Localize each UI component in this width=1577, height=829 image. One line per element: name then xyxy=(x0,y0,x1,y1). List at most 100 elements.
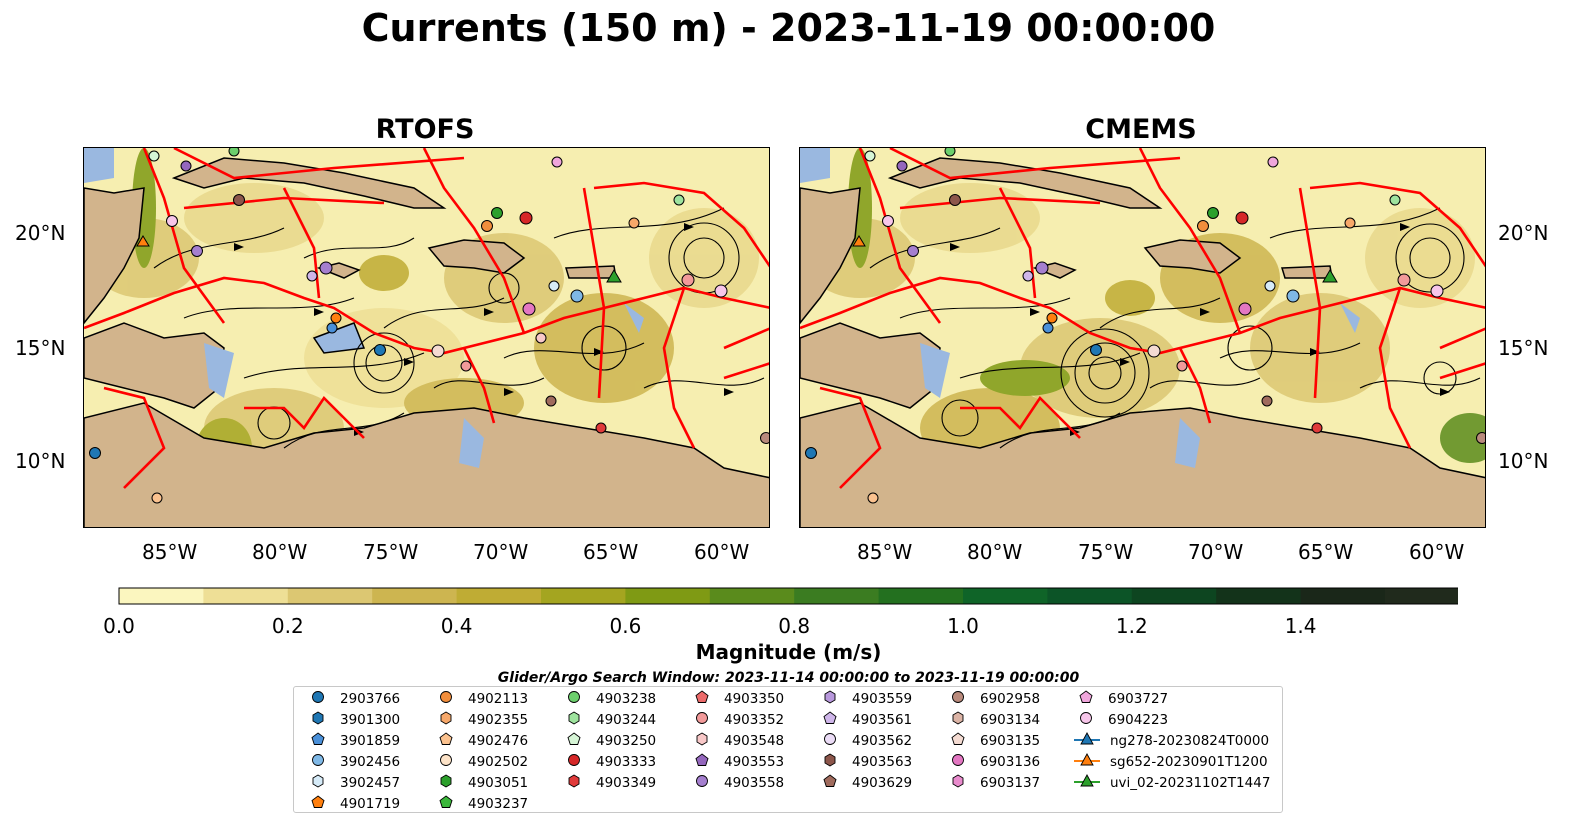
legend-marker-icon xyxy=(562,710,596,730)
legend-entry: sg652-20230901T1200 xyxy=(1074,752,1268,772)
legend-marker-icon xyxy=(434,773,468,793)
legend-marker-icon xyxy=(946,710,980,730)
colorbar-tick: 0.8 xyxy=(778,614,811,638)
legend-label: 4903350 xyxy=(724,691,785,707)
legend-entry: 3901300 xyxy=(306,710,400,730)
legend-label: 4903333 xyxy=(596,754,657,770)
colorbar-tick: 0.2 xyxy=(271,614,304,638)
legend-entry: 6903727 xyxy=(1074,689,1168,709)
legend-entry: ng278-20230824T0000 xyxy=(1074,731,1269,751)
legend-marker-icon xyxy=(818,773,852,793)
legend-marker-icon xyxy=(1074,689,1108,709)
legend-entry: 4902476 xyxy=(434,731,528,751)
legend-label: 4903250 xyxy=(596,733,657,749)
legend-label: 4901719 xyxy=(340,796,401,812)
legend-label: 6903135 xyxy=(980,733,1041,749)
legend-marker-icon xyxy=(306,773,340,793)
lon-tick-rtofs-85w: 85°W xyxy=(142,540,198,564)
legend-entry: 4903333 xyxy=(562,752,656,772)
lon-tick-rtofs-65w: 65°W xyxy=(583,540,639,564)
legend-entry: 4903563 xyxy=(818,752,912,772)
legend-marker-icon xyxy=(818,731,852,751)
map-panel-rtofs xyxy=(83,147,770,528)
colorbar-bin xyxy=(794,588,880,604)
map-canvas-cmems xyxy=(800,148,1485,527)
legend-entry: 4903051 xyxy=(434,773,528,793)
land-masses xyxy=(84,157,769,527)
legend-entry: 4903629 xyxy=(818,773,912,793)
legend-marker-icon xyxy=(1074,752,1110,772)
legend-entry: 3902457 xyxy=(306,773,400,793)
lat-tick-right-15n: 15°N xyxy=(1498,336,1549,360)
colorbar-bin xyxy=(1047,588,1133,604)
colorbar-tick: 0.0 xyxy=(103,614,135,638)
legend-marker-icon xyxy=(946,773,980,793)
legend-label: 3902457 xyxy=(340,775,401,791)
legend-marker-icon xyxy=(946,752,980,772)
eez-boundaries xyxy=(84,148,769,489)
map-canvas-rtofs xyxy=(84,148,769,527)
colorbar-bin xyxy=(1131,588,1217,604)
legend-label: 4902502 xyxy=(468,754,529,770)
shallow-water xyxy=(84,148,644,468)
legend-marker-icon xyxy=(690,710,724,730)
colorbar-bin xyxy=(372,588,458,604)
legend-entry: 3901859 xyxy=(306,731,400,751)
legend-marker-icon xyxy=(562,773,596,793)
colorbar xyxy=(118,587,1458,605)
legend-marker-icon xyxy=(562,731,596,751)
legend-marker-icon xyxy=(818,689,852,709)
colorbar-label: Magnitude (m/s) xyxy=(695,640,882,664)
legend-label: 3902456 xyxy=(340,754,401,770)
legend-marker-icon xyxy=(434,710,468,730)
streamlines xyxy=(153,207,765,449)
panel-title-cmems: CMEMS xyxy=(1085,114,1197,145)
legend-entry: 4902502 xyxy=(434,752,528,772)
legend-label: 6903134 xyxy=(980,712,1041,728)
legend-marker-icon xyxy=(306,794,340,814)
lon-tick-rtofs-60w: 60°W xyxy=(694,540,750,564)
legend-marker-icon xyxy=(562,689,596,709)
legend-entry: 4903352 xyxy=(690,710,784,730)
legend-marker-icon xyxy=(434,731,468,751)
legend-label: sg652-20230901T1200 xyxy=(1110,754,1268,770)
legend-marker-icon xyxy=(306,710,340,730)
streamlines xyxy=(869,207,1481,449)
shallow-water xyxy=(800,148,1360,468)
legend-label: 4903563 xyxy=(852,754,913,770)
legend-label: uvi_02-20231102T1447 xyxy=(1110,775,1271,791)
legend-label: 4902476 xyxy=(468,733,529,749)
figure-title: Currents (150 m) - 2023-11-19 00:00:00 xyxy=(361,6,1216,50)
legend-label: 6903727 xyxy=(1108,691,1169,707)
colorbar-border xyxy=(118,587,1458,605)
colorbar-tick: 1.4 xyxy=(1284,614,1317,638)
legend-marker-icon xyxy=(818,752,852,772)
colorbar-tick: 0.6 xyxy=(609,614,642,638)
lon-tick-cmems-80w: 80°W xyxy=(967,540,1023,564)
lon-tick-rtofs-80w: 80°W xyxy=(252,540,308,564)
legend-marker-icon xyxy=(306,731,340,751)
legend-marker-icon xyxy=(690,773,724,793)
lat-tick-left-15n: 15°N xyxy=(15,336,66,360)
lon-tick-rtofs-70w: 70°W xyxy=(473,540,529,564)
panel-title-rtofs: RTOFS xyxy=(375,114,475,145)
legend-entry: 6903136 xyxy=(946,752,1040,772)
legend-entry: uvi_02-20231102T1447 xyxy=(1074,773,1270,793)
legend-label: ng278-20230824T0000 xyxy=(1110,733,1270,749)
legend-marker-icon xyxy=(946,731,980,751)
legend-marker-icon xyxy=(306,752,340,772)
colorbar-bin xyxy=(709,588,795,604)
lon-tick-cmems-85w: 85°W xyxy=(857,540,913,564)
legend-entry: 4902113 xyxy=(434,689,528,709)
eez-boundaries xyxy=(800,148,1485,489)
legend-marker-icon xyxy=(690,689,724,709)
legend-entry: 4901719 xyxy=(306,794,400,814)
legend-marker-icon xyxy=(434,689,468,709)
map-panel-cmems xyxy=(799,147,1486,528)
legend-label: 4903553 xyxy=(724,754,785,770)
legend-label: 4902355 xyxy=(468,712,529,728)
legend-entry: 4903244 xyxy=(562,710,656,730)
legend-entry: 4902355 xyxy=(434,710,528,730)
legend-label: 2903766 xyxy=(340,691,401,707)
legend-label: 4903238 xyxy=(596,691,657,707)
